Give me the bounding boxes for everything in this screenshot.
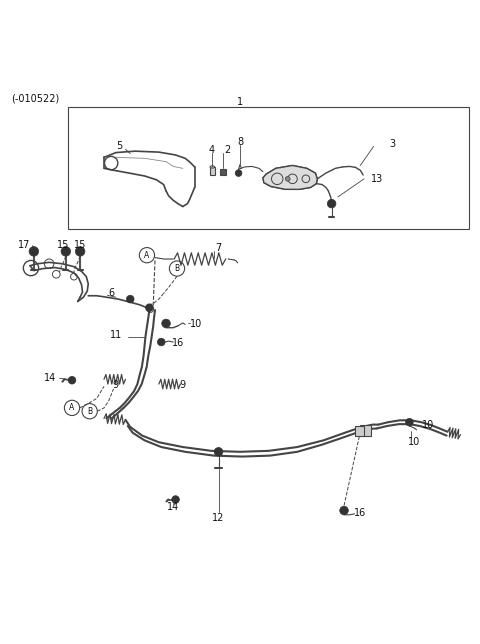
Text: 10: 10 [408,437,420,448]
Circle shape [61,247,71,256]
Text: 2: 2 [224,145,230,155]
Bar [68,108,469,229]
Text: 7: 7 [216,243,222,253]
Circle shape [340,506,348,515]
Text: 10: 10 [190,319,202,329]
Text: 9: 9 [112,380,118,390]
Text: A: A [144,251,150,260]
Text: A: A [70,403,75,412]
Polygon shape [263,166,317,189]
Text: 12: 12 [212,513,225,523]
Text: (-010522): (-010522) [11,94,59,104]
Text: 11: 11 [110,330,122,341]
Circle shape [157,338,165,346]
Text: 9: 9 [180,380,186,390]
Text: 13: 13 [372,174,384,184]
Circle shape [235,170,242,176]
Text: 15: 15 [74,240,86,250]
Text: B: B [87,407,92,416]
Circle shape [406,419,413,426]
Text: 16: 16 [354,508,366,518]
Text: 10: 10 [422,420,434,430]
Circle shape [126,296,134,303]
Text: 4: 4 [208,145,215,155]
Ellipse shape [210,166,215,168]
Circle shape [29,247,38,256]
Bar [360,425,371,435]
Circle shape [285,176,290,181]
Circle shape [172,496,180,504]
Circle shape [145,304,153,312]
Text: 3: 3 [390,140,396,149]
Circle shape [75,247,85,256]
Text: B: B [174,264,180,273]
Bar [355,426,364,435]
Bar [210,167,215,176]
Circle shape [214,448,223,456]
Circle shape [162,319,170,328]
Circle shape [327,200,336,208]
Text: 1: 1 [237,97,243,106]
Text: 16: 16 [172,339,184,348]
Text: 14: 14 [167,502,180,512]
Text: 17: 17 [18,240,31,250]
Text: 5: 5 [117,142,123,151]
Bar [220,169,226,175]
Text: 6: 6 [108,289,114,298]
Text: 14: 14 [44,374,56,383]
Text: 8: 8 [237,137,243,147]
Circle shape [68,376,76,384]
Text: 15: 15 [57,240,70,250]
